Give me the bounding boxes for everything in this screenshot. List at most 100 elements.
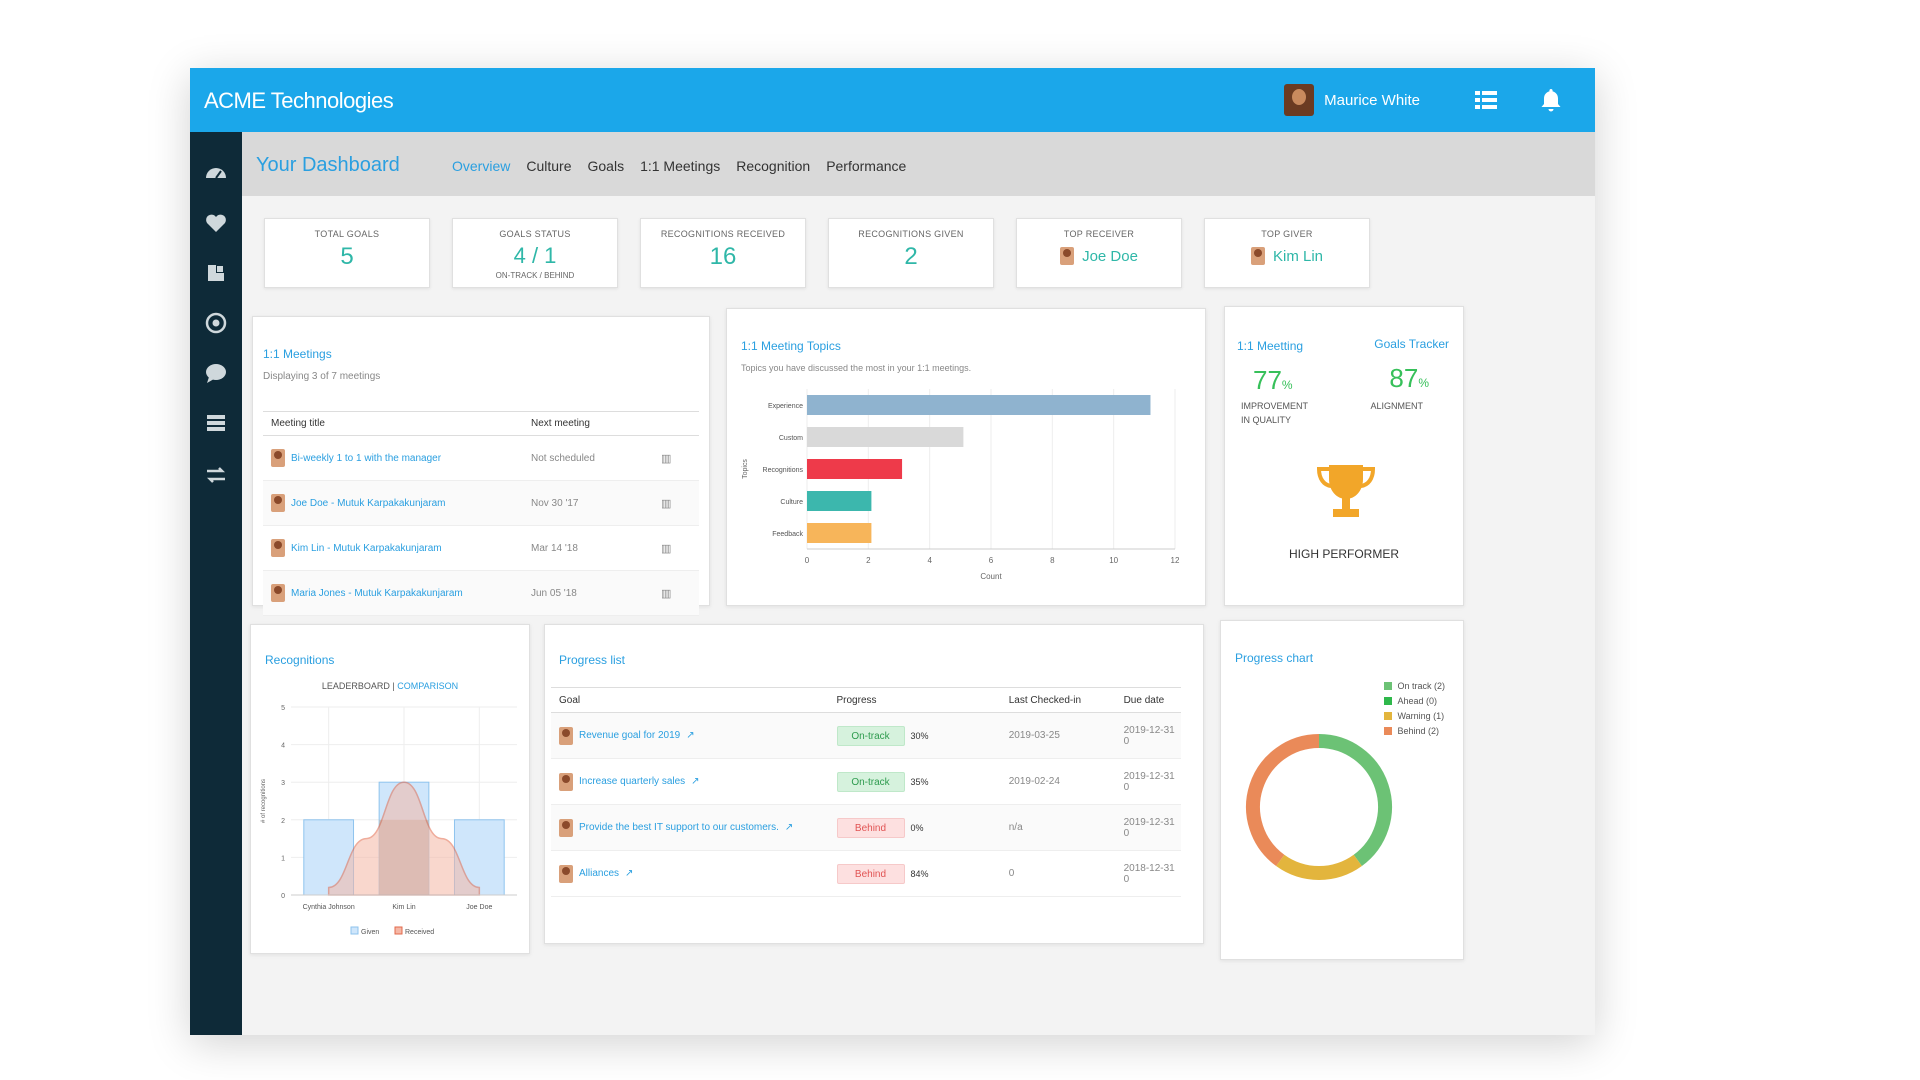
recognitions-title[interactable]: Recognitions	[265, 653, 335, 667]
stat-value: 5	[340, 243, 354, 270]
legend-item[interactable]: On track (2)	[1384, 681, 1445, 691]
tab-recognition[interactable]: Recognition	[736, 158, 811, 174]
table-row[interactable]: Provide the best IT support to our custo…	[551, 805, 1181, 851]
meeting-link[interactable]: Joe Doe - Mutuk Karpakakunjaram	[291, 497, 446, 509]
col-last-checked[interactable]: Last Checked-in	[1008, 694, 1082, 706]
donut-slice[interactable]	[1318, 734, 1392, 867]
chart-icon[interactable]: ▥	[661, 497, 672, 510]
tab-overview[interactable]: Overview	[452, 158, 511, 174]
x-tick-label: Kim Lin	[392, 904, 415, 911]
dashboard-icon[interactable]	[203, 160, 229, 186]
table-row[interactable]: Alliances ↗ Behind 84% 0 2018-12-31 0	[551, 851, 1181, 897]
table-row[interactable]: Maria Jones - Mutuk Karpakakunjaram Jun …	[263, 571, 699, 616]
stat-top-receiver[interactable]: Top Receiver Joe Doe	[1016, 218, 1182, 288]
stat-recognitions-given[interactable]: Recognitions Given 2	[828, 218, 994, 288]
app-window: ACME Technologies Maurice White	[190, 68, 1595, 1035]
target-icon[interactable]	[203, 310, 229, 336]
recognitions-chart: 0 1 2 3 4 5 Cynthia Johnson Kim Lin Joe Doe # of …	[261, 705, 517, 936]
topic-bar[interactable]	[807, 427, 964, 447]
meeting-quality-title[interactable]: 1:1 Meetting	[1237, 339, 1304, 353]
legend-item[interactable]: Behind (2)	[1384, 726, 1445, 736]
table-row[interactable]: Kim Lin - Mutuk Karpakakunjaram Mar 14 '…	[263, 526, 699, 571]
topic-bar[interactable]	[807, 459, 903, 479]
y-tick-label: 4	[281, 743, 285, 750]
col-meeting-title[interactable]: Meeting title	[271, 418, 325, 429]
external-link-icon[interactable]: ↗	[686, 730, 695, 741]
legend-item[interactable]: Warning (1)	[1384, 711, 1445, 721]
quality-value: 77	[1253, 365, 1282, 395]
progress-list-title[interactable]: Progress list	[559, 653, 626, 667]
legend-item[interactable]: Ahead (0)	[1384, 696, 1445, 706]
chart-icon[interactable]: ▥	[661, 452, 672, 465]
goal-link[interactable]: Revenue goal for 2019	[579, 730, 681, 741]
tab-goals[interactable]: Goals	[587, 158, 625, 174]
legend-label[interactable]: Received	[405, 929, 434, 936]
goals-tracker-title[interactable]: Goals Tracker	[1374, 337, 1449, 351]
tab-culture[interactable]: Culture	[526, 158, 572, 174]
tab-performance[interactable]: Performance	[826, 158, 907, 174]
avatar	[559, 818, 573, 837]
topics-title[interactable]: 1:1 Meeting Topics	[741, 339, 841, 353]
y-axis-label: # of recognitions	[261, 779, 267, 823]
donut-slice[interactable]	[1276, 854, 1362, 880]
chart-icon[interactable]: ▥	[661, 587, 672, 600]
heart-icon[interactable]	[203, 210, 229, 236]
stat-total-goals[interactable]: Total Goals 5	[264, 218, 430, 288]
bell-icon[interactable]	[1537, 86, 1565, 114]
avatar	[1250, 247, 1265, 265]
meeting-link[interactable]: Bi-weekly 1 to 1 with the manager	[291, 452, 442, 464]
col-progress[interactable]: Progress	[836, 694, 877, 706]
chart-icon[interactable]: ▥	[661, 542, 672, 555]
goal-link[interactable]: Alliances	[579, 868, 620, 879]
brand-logo[interactable]: ACME Technologies	[204, 88, 394, 113]
goal-link[interactable]: Increase quarterly sales	[579, 776, 686, 787]
meeting-link[interactable]: Maria Jones - Mutuk Karpakakunjaram	[291, 587, 463, 599]
table-row[interactable]: Joe Doe - Mutuk Karpakakunjaram Nov 30 '…	[263, 481, 699, 526]
topic-bar[interactable]	[807, 491, 872, 511]
col-due-date[interactable]: Due date	[1123, 694, 1165, 706]
legend-label[interactable]: Given	[361, 929, 379, 936]
tab-meetings[interactable]: 1:1 Meetings	[640, 158, 721, 174]
legend-swatch	[1384, 682, 1393, 690]
table-row[interactable]: Increase quarterly sales ↗ On-track 35% 20…	[551, 759, 1181, 805]
transfer-icon[interactable]	[203, 462, 229, 488]
goal-link[interactable]: Provide the best IT support to our custo…	[579, 822, 779, 833]
external-link-icon[interactable]: ↗	[691, 776, 700, 787]
donut-slice[interactable]	[1246, 734, 1320, 867]
topic-bar[interactable]	[807, 395, 1151, 415]
last-checked: n/a	[1008, 822, 1023, 833]
progress-percent: 30%	[910, 730, 929, 741]
progress-cell: On-track 30%	[836, 725, 1009, 746]
avatar	[271, 449, 285, 467]
legend-swatch	[1384, 712, 1393, 720]
col-next-meeting[interactable]: Next meeting	[531, 418, 590, 429]
topics-bar-chart: 0 2 4 6 8 10 12 Experience Custom Recognitions Cul…	[742, 389, 1180, 581]
grid-list-icon[interactable]	[1472, 86, 1500, 114]
stat-value: 4 / 1	[513, 243, 557, 268]
progress-percent: 0%	[910, 822, 924, 833]
due-date: 2019-12-31 0	[1123, 770, 1175, 793]
stat-goals-status[interactable]: Goals Status 4 / 1 On-Track / Behind	[452, 218, 618, 288]
table-row[interactable]: Bi-weekly 1 to 1 with the manager Not sc…	[263, 436, 699, 481]
external-link-icon[interactable]: ↗	[784, 822, 794, 833]
external-link-icon[interactable]: ↗	[625, 868, 634, 879]
toggle-leaderboard[interactable]: LEADERBOARD	[321, 681, 390, 691]
progress-chart-title[interactable]: Progress chart	[1235, 651, 1314, 665]
meetings-title[interactable]: 1:1 Meetings	[263, 347, 332, 361]
user-menu[interactable]: Maurice White	[1284, 84, 1420, 116]
stat-recognitions-received[interactable]: Recognitions Received 16	[640, 218, 806, 288]
meeting-link[interactable]: Kim Lin - Mutuk Karpakakunjaram	[291, 542, 442, 554]
list-icon[interactable]	[203, 410, 229, 436]
topic-bar[interactable]	[807, 523, 872, 543]
table-row[interactable]: Revenue goal for 2019 ↗ On-track 30% 2019-…	[551, 713, 1181, 759]
x-axis-label: Count	[980, 572, 1002, 581]
y-tick-label: 1	[281, 855, 285, 862]
toggle-comparison[interactable]: COMPARISON	[397, 681, 459, 691]
chat-icon[interactable]	[203, 360, 229, 386]
col-goal[interactable]: Goal	[559, 694, 581, 706]
trophy-icon	[1311, 457, 1381, 532]
y-tick-label: Experience	[768, 403, 803, 410]
meeting-cell: Kim Lin - Mutuk Karpakakunjaram	[271, 539, 531, 557]
stat-top-giver[interactable]: Top Giver Kim Lin	[1204, 218, 1370, 288]
puzzle-icon[interactable]	[203, 260, 229, 286]
